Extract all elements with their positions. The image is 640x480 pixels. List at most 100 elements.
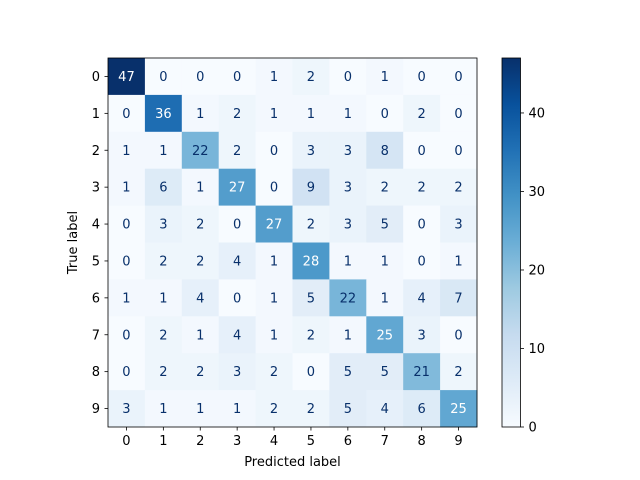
cell-value-label: 5 [307, 291, 315, 306]
cell-value-label: 47 [118, 70, 135, 85]
cell-value-label: 1 [270, 254, 278, 269]
heatmap-cell-r5-c8 [403, 242, 441, 280]
heatmap-cell-r2-c2 [181, 131, 220, 170]
cell-value-label: 1 [159, 144, 167, 159]
cell-value-label: 0 [233, 70, 241, 85]
cell-value-label: 1 [122, 144, 130, 159]
heatmap-cell-r9-c9 [440, 390, 478, 428]
cell-value-label: 4 [233, 328, 241, 343]
heatmap-cell-r3-c2 [181, 168, 220, 206]
heatmap-cell-r2-c3 [218, 131, 256, 170]
heatmap-cell-r7-c5 [292, 316, 330, 354]
cell-value-label: 2 [196, 218, 204, 233]
heatmap-cell-r5-c9 [440, 242, 478, 280]
cell-value-label: 2 [307, 218, 315, 233]
heatmap-cell-r6-c4 [255, 279, 293, 317]
y-tick-label: 8 [92, 365, 100, 380]
cell-value-label: 0 [122, 254, 130, 269]
cell-value-label: 1 [196, 107, 204, 122]
heatmap-cell-r1-c4 [255, 94, 293, 133]
heatmap-cell-r8-c6 [329, 353, 367, 391]
y-axis-label: True label [66, 211, 81, 275]
heatmap-cell-r4-c0 [108, 205, 146, 243]
heatmap-cell-r8-c5 [292, 353, 330, 391]
cell-value-label: 1 [381, 70, 389, 85]
x-tick-label: 3 [233, 434, 241, 449]
plot-frame [107, 57, 478, 428]
cell-value-label: 2 [381, 181, 389, 196]
heatmap-cell-r3-c8 [403, 168, 441, 206]
cell-value-label: 0 [122, 328, 130, 343]
heatmap-cell-r6-c8 [403, 279, 441, 317]
heatmap-cell-r0-c9 [440, 58, 478, 96]
heatmap-cell-r3-c9 [440, 168, 478, 206]
cell-value-label: 27 [229, 181, 246, 196]
y-tick-label: 9 [92, 402, 100, 417]
cell-value-label: 3 [344, 144, 352, 159]
cell-value-label: 1 [270, 70, 278, 85]
cell-value-label: 7 [454, 291, 462, 306]
cell-value-label: 0 [418, 254, 426, 269]
cell-value-label: 3 [344, 218, 352, 233]
cell-value-label: 0 [454, 70, 462, 85]
heatmap-cell-r4-c5 [292, 205, 330, 243]
cell-value-label: 1 [122, 181, 130, 196]
cell-value-label: 28 [303, 254, 320, 269]
x-axis-ticks: 0 1 2 3 4 5 6 7 8 9 [122, 427, 463, 449]
cell-value-label: 27 [266, 218, 283, 233]
x-tick-label: 4 [270, 434, 278, 449]
heatmap-cell-r7-c7 [366, 316, 404, 354]
x-tick-label: 6 [344, 434, 352, 449]
heatmap-cell-r9-c0 [108, 390, 146, 428]
cell-value-label: 1 [270, 291, 278, 306]
heatmap-cell-r5-c2 [181, 242, 220, 280]
cell-value-label: 2 [270, 365, 278, 380]
heatmap-cell-r7-c8 [403, 316, 441, 354]
heatmap-cell-r5-c5 [292, 242, 330, 280]
colorbar-tick-label: 10 [529, 342, 546, 357]
cell-value-label: 2 [159, 328, 167, 343]
heatmap-cell-r5-c4 [255, 242, 293, 280]
colorbar-tick-label: 20 [529, 263, 546, 278]
heatmap-cell-r1-c7 [366, 94, 404, 133]
cell-value-label: 3 [344, 181, 352, 196]
heatmap-cell-r0-c2 [181, 58, 220, 96]
y-axis-ticks: 0 1 2 3 4 5 6 7 8 9 [92, 70, 108, 417]
heatmap-cell-r3-c5 [292, 168, 330, 206]
y-tick-label: 3 [92, 181, 100, 196]
cell-value-label: 4 [418, 291, 426, 306]
cell-value-label: 0 [418, 70, 426, 85]
heatmap-cell-r0-c6 [329, 58, 367, 96]
heatmap-cell-r2-c1 [144, 131, 183, 170]
heatmap-cell-labels: 47 0 0 0 1 2 0 1 0 00 36 1 2 1 1 1 0 2 01 1 22 2 0 3 3 8 0 01 6 1 27 0 9… [118, 70, 467, 417]
colorbar-ticks: 0 10 20 30 40 [520, 106, 546, 436]
heatmap-cell-r1-c9 [440, 94, 478, 133]
heatmap-cell-r7-c6 [329, 316, 367, 354]
cell-value-label: 3 [307, 144, 315, 159]
cell-value-label: 36 [155, 107, 172, 122]
cell-value-label: 1 [233, 402, 241, 417]
heatmap-cell-r8-c4 [255, 353, 293, 391]
heatmap-cell-r4-c4 [255, 205, 293, 243]
cell-value-label: 2 [233, 107, 241, 122]
cell-value-label: 1 [344, 328, 352, 343]
heatmap-cell-r1-c6 [329, 94, 367, 133]
heatmap-cell-r1-c5 [292, 94, 330, 133]
heatmap-cell-r9-c5 [292, 390, 330, 428]
heatmap-cell-r9-c6 [329, 390, 367, 428]
x-tick-label: 8 [418, 434, 426, 449]
heatmap-cell-r0-c4 [255, 58, 293, 96]
heatmap-cell-r7-c0 [108, 316, 146, 354]
heatmap-cell-r0-c5 [292, 58, 330, 96]
heatmap-cell-r0-c1 [144, 58, 183, 96]
cell-value-label: 0 [270, 144, 278, 159]
cell-value-label: 0 [454, 144, 462, 159]
heatmap-cell-r4-c3 [218, 205, 256, 243]
cell-value-label: 8 [381, 144, 389, 159]
heatmap-cell-r2-c4 [255, 131, 293, 170]
x-tick-label: 5 [307, 434, 315, 449]
cell-value-label: 3 [159, 218, 167, 233]
cell-value-label: 0 [454, 107, 462, 122]
y-tick-label: 7 [92, 328, 100, 343]
cell-value-label: 0 [344, 70, 352, 85]
